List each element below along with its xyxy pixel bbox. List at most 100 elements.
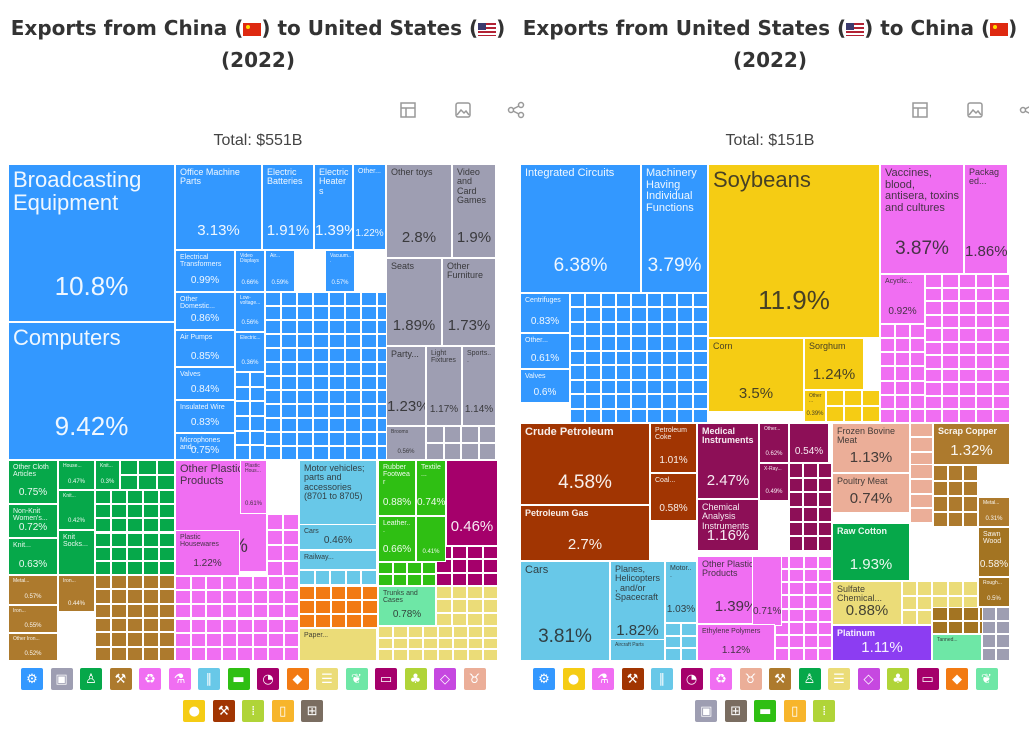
minor-product-tile[interactable] xyxy=(345,376,361,390)
minor-product-tile[interactable] xyxy=(482,586,498,600)
box-icon[interactable]: ▣ xyxy=(695,700,718,722)
minor-product-tile[interactable] xyxy=(803,582,818,596)
minor-product-tile[interactable] xyxy=(942,274,959,288)
minor-product-tile[interactable] xyxy=(267,545,283,561)
minor-product-tile[interactable] xyxy=(265,334,281,348)
minor-product-tile[interactable] xyxy=(127,618,143,633)
minor-product-tile[interactable] xyxy=(942,328,959,342)
minor-product-tile[interactable] xyxy=(378,626,393,638)
minor-product-tile[interactable] xyxy=(436,572,452,586)
minor-product-tile[interactable] xyxy=(803,556,818,570)
minor-product-tile[interactable] xyxy=(283,514,299,530)
minor-product-tile[interactable] xyxy=(942,382,959,396)
minor-product-tile[interactable] xyxy=(313,446,329,460)
treemap-tile[interactable]: Other... 1.22% xyxy=(353,164,386,250)
minor-product-tile[interactable] xyxy=(127,532,143,547)
minor-product-tile[interactable] xyxy=(265,432,281,446)
minor-product-tile[interactable] xyxy=(817,647,832,661)
minor-product-tile[interactable] xyxy=(297,306,313,320)
treemap-tile[interactable]: Vaccines, blood, antisera, toxins and cu… xyxy=(880,164,964,274)
minor-product-tile[interactable] xyxy=(297,376,313,390)
minor-product-tile[interactable] xyxy=(268,646,284,661)
minor-product-tile[interactable] xyxy=(631,379,647,395)
minor-product-tile[interactable] xyxy=(250,386,265,402)
minor-product-tile[interactable] xyxy=(681,648,697,661)
minor-product-tile[interactable] xyxy=(190,618,206,633)
treemap-tile[interactable]: Coal... 0.58% xyxy=(650,473,697,521)
minor-product-tile[interactable] xyxy=(482,546,498,560)
treemap-tile[interactable]: Knit... 0.3% xyxy=(95,460,120,490)
minor-product-tile[interactable] xyxy=(362,614,378,628)
share-icon[interactable] xyxy=(506,100,526,120)
minor-product-tile[interactable] xyxy=(616,293,632,308)
minor-product-tile[interactable] xyxy=(570,307,586,322)
minor-product-tile[interactable] xyxy=(120,475,139,490)
minor-product-tile[interactable] xyxy=(925,301,942,315)
minor-product-tile[interactable] xyxy=(283,632,299,647)
minor-product-tile[interactable] xyxy=(111,618,127,633)
minor-product-tile[interactable] xyxy=(976,341,993,356)
minor-product-tile[interactable] xyxy=(948,465,963,481)
minor-product-tile[interactable] xyxy=(959,341,976,356)
minor-product-tile[interactable] xyxy=(933,465,948,481)
hide-icon[interactable]: ❦ xyxy=(345,668,368,690)
minor-product-tile[interactable] xyxy=(692,307,708,322)
minor-product-tile[interactable] xyxy=(817,582,832,596)
minor-product-tile[interactable] xyxy=(329,404,345,418)
minor-product-tile[interactable] xyxy=(362,586,378,600)
minor-product-tile[interactable] xyxy=(677,307,693,322)
minor-product-tile[interactable] xyxy=(789,492,804,507)
minor-product-tile[interactable] xyxy=(467,559,483,573)
minor-product-tile[interactable] xyxy=(677,394,693,409)
minor-product-tile[interactable] xyxy=(138,460,157,475)
minor-product-tile[interactable] xyxy=(976,368,993,383)
minor-product-tile[interactable] xyxy=(925,395,942,410)
minor-product-tile[interactable] xyxy=(942,368,959,383)
minor-product-tile[interactable] xyxy=(844,390,862,406)
treemap-tile[interactable]: Insulated Wire 0.83% xyxy=(175,400,235,433)
minor-product-tile[interactable] xyxy=(483,626,498,638)
minor-product-tile[interactable] xyxy=(313,418,329,432)
treemap-tile[interactable]: House... 0.47% xyxy=(58,460,95,490)
minor-product-tile[interactable] xyxy=(127,546,143,561)
minor-product-tile[interactable] xyxy=(111,518,127,533)
minor-product-tile[interactable] xyxy=(976,328,993,342)
bottle-icon[interactable]: ▯ xyxy=(271,700,294,722)
minor-product-tile[interactable] xyxy=(111,646,127,661)
treemap-tile[interactable]: Microphones and... 0.75% xyxy=(175,433,235,460)
minor-product-tile[interactable] xyxy=(329,418,345,432)
minor-product-tile[interactable] xyxy=(910,380,925,395)
minor-product-tile[interactable] xyxy=(361,348,377,362)
treemap-tile[interactable]: Other... 0.62% xyxy=(759,423,789,463)
minor-product-tile[interactable] xyxy=(95,632,111,647)
minor-product-tile[interactable] xyxy=(616,336,632,351)
minor-product-tile[interactable] xyxy=(362,600,378,614)
minor-product-tile[interactable] xyxy=(585,379,601,395)
gauge-icon[interactable]: ◔ xyxy=(257,668,279,690)
minor-product-tile[interactable] xyxy=(190,590,206,605)
minor-product-tile[interactable] xyxy=(111,603,127,618)
minor-product-tile[interactable] xyxy=(451,546,467,560)
box-icon[interactable]: ▣ xyxy=(50,668,73,690)
minor-product-tile[interactable] xyxy=(313,404,329,418)
minor-product-tile[interactable] xyxy=(925,355,942,369)
minor-product-tile[interactable] xyxy=(378,637,393,650)
minor-product-tile[interactable] xyxy=(844,406,862,422)
treemap-tile[interactable]: Electrical Transformers 0.99% xyxy=(175,250,235,292)
minor-product-tile[interactable] xyxy=(313,390,329,404)
minor-product-tile[interactable] xyxy=(600,307,616,322)
treemap-tile[interactable]: X-Ray... 0.49% xyxy=(759,463,789,501)
treemap-tile[interactable]: Scrap Copper 1.32% xyxy=(933,423,1010,465)
treemap-tile[interactable]: Rough... 0.5% xyxy=(978,577,1010,607)
minor-product-tile[interactable] xyxy=(143,618,159,633)
minor-product-tile[interactable] xyxy=(421,562,436,574)
minor-product-tile[interactable] xyxy=(959,301,976,315)
minor-product-tile[interactable] xyxy=(297,446,313,460)
minor-product-tile[interactable] xyxy=(329,292,345,306)
minor-product-tile[interactable] xyxy=(880,366,895,381)
treemap-tile[interactable]: Platinum 1.11% xyxy=(832,625,932,661)
minor-product-tile[interactable] xyxy=(976,382,993,396)
minor-product-tile[interactable] xyxy=(252,618,268,633)
minor-product-tile[interactable] xyxy=(313,362,329,376)
paper-icon[interactable]: ☰ xyxy=(828,668,850,690)
